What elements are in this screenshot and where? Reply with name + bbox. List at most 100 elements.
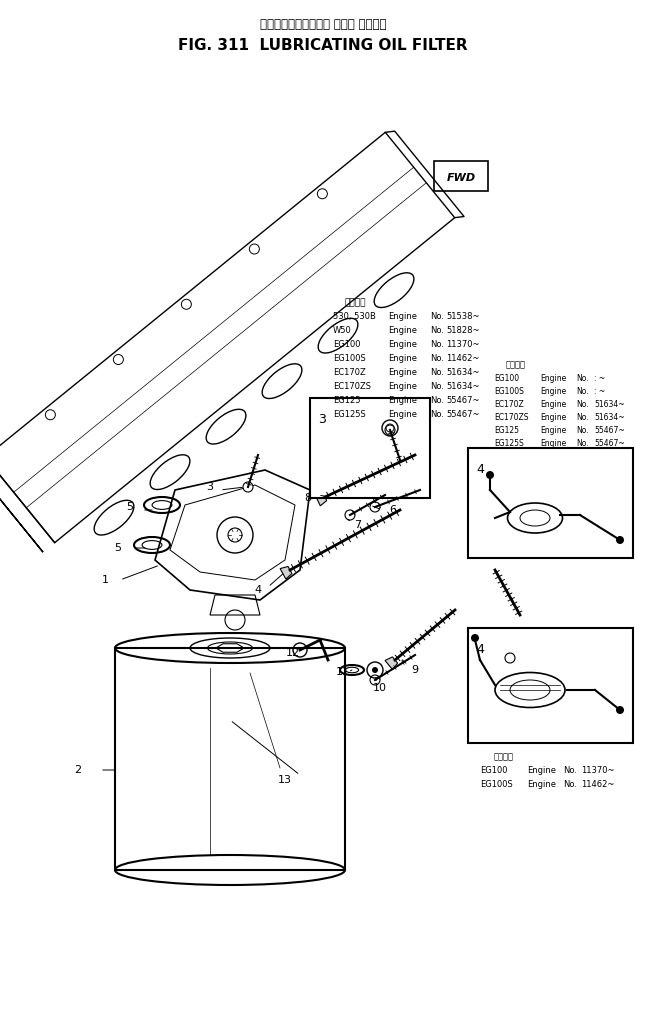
Text: No.: No. xyxy=(430,340,444,349)
Text: 51634~: 51634~ xyxy=(594,413,624,422)
Polygon shape xyxy=(315,494,327,506)
Text: EG125S: EG125S xyxy=(333,410,366,419)
Text: No.: No. xyxy=(576,439,589,448)
Text: 3: 3 xyxy=(206,482,214,492)
Text: EG100S: EG100S xyxy=(333,354,366,363)
Text: 6: 6 xyxy=(389,505,397,515)
Text: : ~: : ~ xyxy=(594,374,605,383)
Bar xyxy=(468,448,633,558)
Text: No.: No. xyxy=(563,766,577,775)
Text: Engine: Engine xyxy=(388,410,417,419)
Text: 51634~: 51634~ xyxy=(446,382,479,391)
Text: 55467~: 55467~ xyxy=(594,439,625,448)
Text: Engine: Engine xyxy=(527,780,556,789)
Circle shape xyxy=(486,470,494,479)
Text: 適用号等: 適用号等 xyxy=(345,298,366,307)
Text: 5: 5 xyxy=(127,502,133,512)
Text: No.: No. xyxy=(430,396,444,405)
Text: EG100: EG100 xyxy=(494,374,519,383)
Text: No.: No. xyxy=(576,374,589,383)
Text: EC170ZS: EC170ZS xyxy=(494,413,529,422)
Text: Engine: Engine xyxy=(388,325,417,335)
Text: Engine: Engine xyxy=(388,354,417,363)
Text: Engine: Engine xyxy=(540,387,566,396)
Text: Engine: Engine xyxy=(540,426,566,435)
Text: EC170Z: EC170Z xyxy=(333,368,366,377)
Text: 7: 7 xyxy=(355,520,362,530)
Text: No.: No. xyxy=(576,426,589,435)
Text: 4: 4 xyxy=(254,585,261,595)
Text: 55467~: 55467~ xyxy=(446,410,479,419)
Text: 55467~: 55467~ xyxy=(446,396,479,405)
Text: 12: 12 xyxy=(286,648,300,658)
Text: FWD: FWD xyxy=(446,173,476,183)
Text: W50: W50 xyxy=(333,325,352,335)
Text: 51634~: 51634~ xyxy=(446,368,479,377)
Text: No.: No. xyxy=(576,400,589,409)
Bar xyxy=(310,399,430,498)
Text: 8: 8 xyxy=(305,493,312,503)
Text: No.: No. xyxy=(563,780,577,789)
Text: Engine: Engine xyxy=(540,374,566,383)
Text: 3: 3 xyxy=(318,413,326,426)
Polygon shape xyxy=(280,567,292,579)
Bar xyxy=(468,628,633,743)
Text: 2: 2 xyxy=(74,765,82,775)
Text: 4: 4 xyxy=(476,643,484,656)
Text: Engine: Engine xyxy=(527,766,556,775)
Text: 11370~: 11370~ xyxy=(581,766,615,775)
Text: No.: No. xyxy=(576,387,589,396)
Text: EC170ZS: EC170ZS xyxy=(333,382,371,391)
Text: Engine: Engine xyxy=(540,439,566,448)
Text: 10: 10 xyxy=(373,683,387,693)
Text: No.: No. xyxy=(430,325,444,335)
Text: 11: 11 xyxy=(336,667,350,677)
Circle shape xyxy=(370,502,380,512)
Text: EG125: EG125 xyxy=(494,426,519,435)
Text: Engine: Engine xyxy=(388,382,417,391)
Text: 51634~: 51634~ xyxy=(594,400,624,409)
Text: EC170Z: EC170Z xyxy=(494,400,524,409)
Text: ルーブリケーティング オイル フィルタ: ルーブリケーティング オイル フィルタ xyxy=(259,18,386,31)
Text: No.: No. xyxy=(430,382,444,391)
Text: : ~: : ~ xyxy=(594,387,605,396)
Text: 13: 13 xyxy=(278,775,292,785)
Circle shape xyxy=(243,482,253,492)
Text: Engine: Engine xyxy=(388,368,417,377)
Text: No.: No. xyxy=(430,354,444,363)
Circle shape xyxy=(616,706,624,714)
Text: Engine: Engine xyxy=(388,340,417,349)
Text: Engine: Engine xyxy=(388,396,417,405)
Text: EG125: EG125 xyxy=(333,396,360,405)
Text: EG100S: EG100S xyxy=(494,387,524,396)
Text: 適用号等: 適用号等 xyxy=(494,752,514,760)
Circle shape xyxy=(471,634,479,642)
Text: EG100: EG100 xyxy=(480,766,507,775)
Text: EG125S: EG125S xyxy=(494,439,524,448)
Text: No.: No. xyxy=(430,312,444,321)
Text: No.: No. xyxy=(430,410,444,419)
Text: 530, 530B: 530, 530B xyxy=(333,312,376,321)
Text: FIG. 311  LUBRICATING OIL FILTER: FIG. 311 LUBRICATING OIL FILTER xyxy=(178,38,468,53)
Text: 4: 4 xyxy=(476,463,484,476)
Text: Engine: Engine xyxy=(540,400,566,409)
Text: 9: 9 xyxy=(411,665,419,675)
Circle shape xyxy=(370,675,380,685)
Circle shape xyxy=(345,510,355,520)
Text: 11462~: 11462~ xyxy=(446,354,479,363)
FancyBboxPatch shape xyxy=(434,161,488,191)
Text: 1: 1 xyxy=(102,575,109,585)
Circle shape xyxy=(372,667,378,673)
Text: 適用号等: 適用号等 xyxy=(506,360,526,369)
Text: 51538~: 51538~ xyxy=(446,312,479,321)
Circle shape xyxy=(385,425,395,435)
Circle shape xyxy=(616,536,624,544)
Text: No.: No. xyxy=(576,413,589,422)
Text: Engine: Engine xyxy=(540,413,566,422)
Polygon shape xyxy=(385,657,397,669)
Text: 55467~: 55467~ xyxy=(594,426,625,435)
Text: No.: No. xyxy=(430,368,444,377)
Text: 11370~: 11370~ xyxy=(446,340,479,349)
Bar xyxy=(115,648,345,870)
Text: EG100S: EG100S xyxy=(480,780,513,789)
